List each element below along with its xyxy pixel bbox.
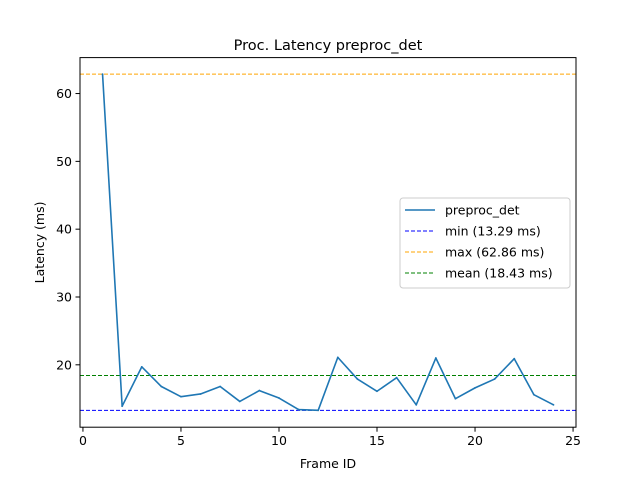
data-point [180,395,182,398]
data-point [493,378,496,380]
x-tick-label: 15 [369,433,385,448]
legend-label: preproc_det [445,203,520,218]
y-axis: 20 30 40 50 60 [56,86,80,372]
data-point [415,403,418,406]
y-tick-label: 20 [56,357,72,372]
data-point [140,365,143,368]
data-point [278,397,280,399]
axes-frame [79,57,577,428]
x-axis: 0 5 10 15 20 25 [79,427,581,448]
data-point [238,400,241,403]
data-point [532,393,535,396]
legend-label: max (62.86 ms) [445,245,544,260]
data-point [474,386,476,389]
data-point [552,403,555,406]
x-tick-label: 0 [79,433,87,448]
data-point [297,408,300,411]
plot-area [80,73,576,412]
legend-label: mean (18.43 ms) [445,266,553,281]
x-tick-label: 10 [271,433,287,448]
data-point [356,378,359,380]
x-axis-label: Frame ID [300,456,356,471]
x-tick-label: 5 [177,433,185,448]
data-point [160,385,163,388]
legend-label: min (13.29 ms) [445,224,541,239]
data-point [434,357,437,359]
chart-title: Proc. Latency preproc_det [234,38,423,54]
data-point [317,409,320,412]
y-axis-label: Latency (ms) [32,201,47,283]
data-point [395,376,398,379]
y-tick-label: 40 [56,222,72,237]
data-point [376,390,378,393]
y-tick-label: 50 [56,154,72,169]
data-point [454,397,457,400]
x-tick-label: 20 [467,433,483,448]
data-point [121,405,124,408]
data-point [219,385,222,388]
x-tick-label: 25 [565,433,581,448]
legend-box [399,197,571,289]
data-point [101,73,104,76]
y-tick-label: 60 [56,86,72,101]
data-point [336,356,339,359]
data-point [199,393,202,395]
y-tick-label: 30 [56,289,72,304]
data-point [513,357,516,360]
data-point [258,389,261,392]
series-line-0 [101,74,554,412]
